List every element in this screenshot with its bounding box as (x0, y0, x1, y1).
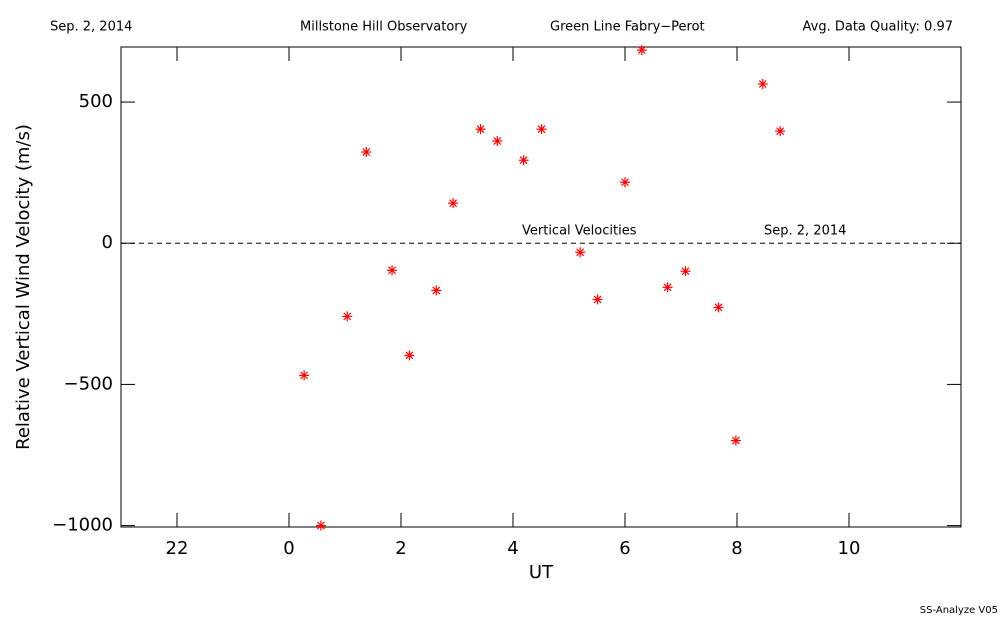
header-date: Sep. 2, 2014 (50, 20, 132, 35)
point (448, 198, 459, 209)
y-tick-label: 0 (102, 232, 113, 253)
x-tick-label: 22 (166, 538, 189, 559)
x-tick-label: 8 (731, 538, 742, 559)
point (536, 124, 547, 135)
point (636, 45, 647, 56)
plot-frame (120, 46, 962, 528)
point (730, 435, 741, 446)
x-axis-label: UT (529, 562, 554, 583)
point (620, 177, 630, 188)
y-tick-label: −500 (64, 373, 113, 394)
point (518, 155, 529, 166)
x-tick-label: 0 (283, 538, 294, 559)
annotation: Vertical Velocities (522, 224, 637, 239)
point (757, 78, 768, 89)
y-tick-label: 500 (79, 91, 113, 112)
point (575, 247, 586, 258)
header-instrument: Green Line Fabry−Perot (550, 20, 705, 35)
y-axis-label: Relative Vertical Wind Velocity (m/s) (13, 124, 34, 450)
footer: SS-Analyze V05 (920, 605, 998, 616)
point (299, 370, 310, 381)
point (713, 302, 724, 313)
x-tick-label: 10 (838, 538, 861, 559)
x-tick-label: 4 (507, 538, 518, 559)
header-observatory: Millstone Hill Observatory (300, 20, 468, 35)
header-quality: Avg. Data Quality: 0.97 (803, 20, 953, 35)
point (431, 285, 442, 296)
x-tick-label: 6 (619, 538, 630, 559)
point (592, 294, 603, 305)
y-tick-label: −1000 (52, 515, 113, 536)
point (387, 265, 398, 276)
point (404, 350, 415, 361)
point (775, 126, 786, 137)
point (680, 266, 691, 277)
point (492, 136, 503, 147)
annotation: Sep. 2, 2014 (764, 224, 846, 239)
point (662, 282, 673, 293)
point (315, 520, 326, 531)
point (475, 124, 486, 135)
point (361, 147, 372, 158)
x-tick-label: 2 (395, 538, 406, 559)
point (342, 311, 353, 322)
